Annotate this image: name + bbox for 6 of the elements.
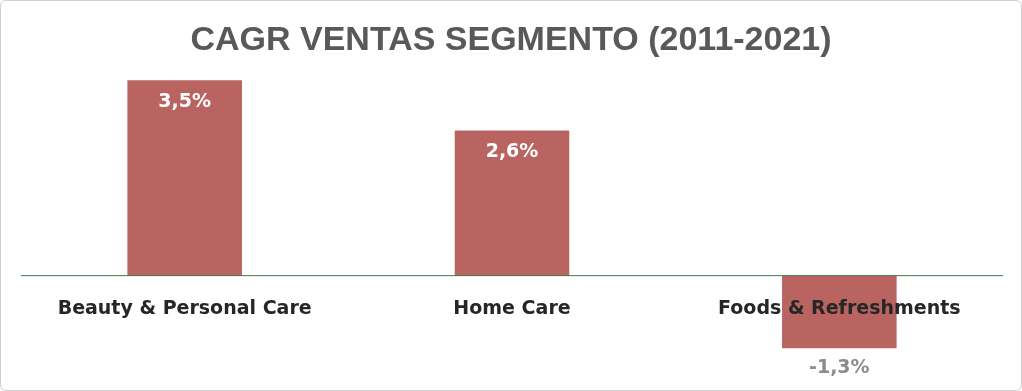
data-label: -1,3% [809, 354, 870, 377]
data-label: 3,5% [158, 88, 212, 111]
chart-title: CAGR VENTAS SEGMENTO (2011-2021) [189, 19, 833, 58]
x-tick-label: Home Care [453, 295, 571, 318]
x-tick-label: Beauty & Personal Care [57, 295, 312, 318]
data-label: 2,6% [485, 139, 539, 162]
